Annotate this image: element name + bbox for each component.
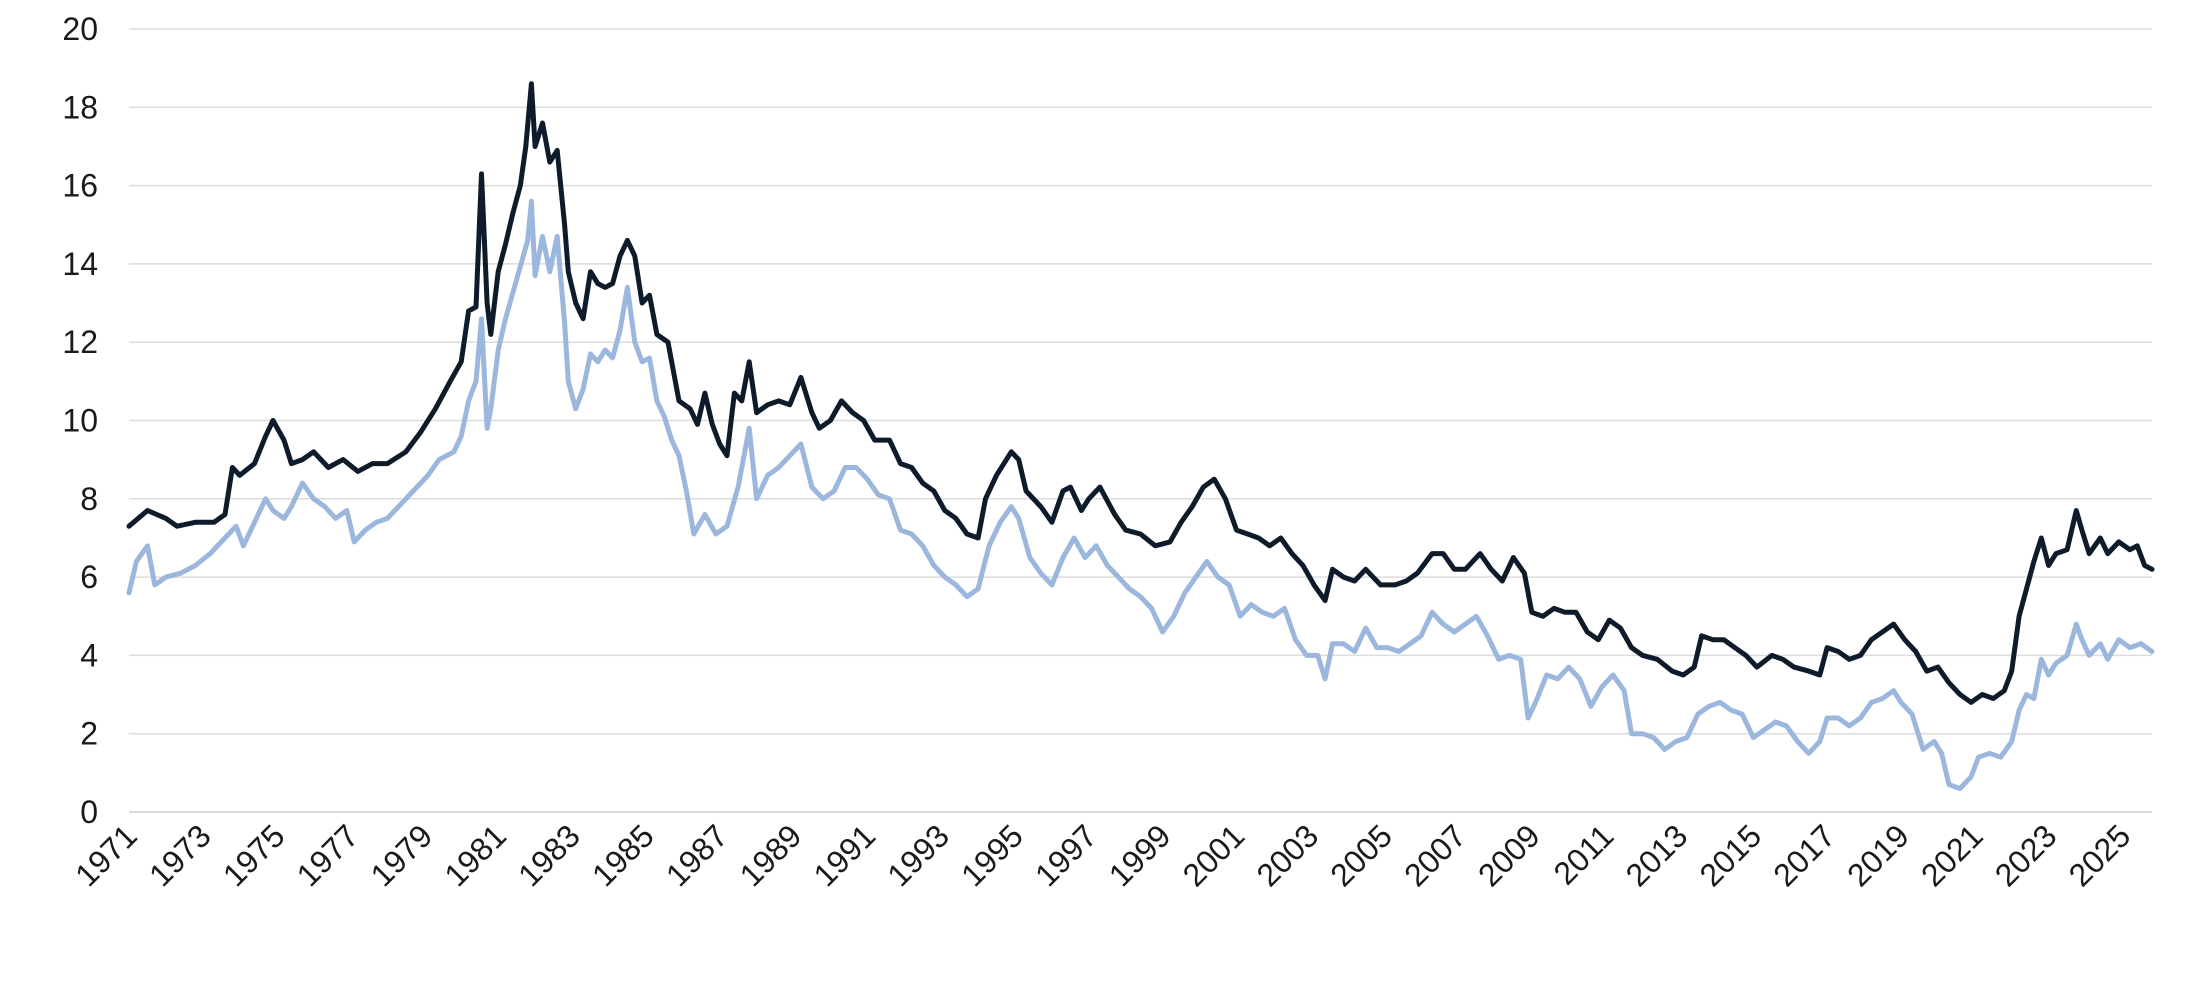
y-tick-label: 6	[80, 559, 98, 595]
y-tick-label: 12	[62, 324, 98, 360]
x-tick-label: 2015	[1692, 817, 1768, 893]
x-tick-label: 2009	[1471, 817, 1547, 893]
x-tick-label: 1989	[733, 817, 809, 893]
x-tick-label: 1995	[954, 817, 1030, 893]
y-tick-label: 14	[62, 246, 98, 282]
x-tick-label: 2001	[1176, 817, 1252, 893]
x-tick-label: 2017	[1766, 817, 1842, 893]
y-tick-label: 16	[62, 168, 98, 204]
x-tick-label: 1979	[363, 817, 439, 893]
x-tick-label: 1987	[659, 817, 735, 893]
x-tick-label: 2007	[1397, 817, 1473, 893]
x-tick-label: 1973	[142, 817, 218, 893]
x-tick-label: 1991	[806, 817, 882, 893]
y-tick-label: 18	[62, 89, 98, 125]
x-tick-label: 1993	[880, 817, 956, 893]
x-tick-label: 2021	[1914, 817, 1990, 893]
x-tick-label: 2005	[1323, 817, 1399, 893]
y-tick-label: 4	[80, 637, 98, 673]
x-tick-label: 1981	[437, 817, 513, 893]
x-tick-label: 2013	[1619, 817, 1695, 893]
y-tick-label: 2	[80, 716, 98, 752]
x-tick-label: 2011	[1546, 817, 1620, 891]
x-tick-label: 2003	[1249, 817, 1325, 893]
y-tick-label: 8	[80, 481, 98, 517]
x-tick-label: 1977	[290, 817, 366, 893]
y-tick-label: 0	[80, 794, 98, 830]
x-tick-label: 1983	[511, 817, 587, 893]
x-tick-label: 2025	[2062, 817, 2138, 893]
series-lines	[126, 81, 2155, 791]
x-tick-label: 1975	[216, 817, 292, 893]
gridlines	[129, 28, 2152, 813]
x-tick-label: 2019	[1840, 817, 1916, 893]
y-tick-label: 10	[62, 403, 98, 439]
x-tick-label: 1999	[1102, 817, 1178, 893]
series-line-1	[126, 81, 2155, 705]
x-tick-label: 1985	[585, 817, 661, 893]
x-tick-label: 2023	[1988, 817, 2064, 893]
y-tick-label: 20	[62, 11, 98, 47]
x-axis-tick-labels: 1971197319751977197919811983198519871989…	[68, 817, 2137, 893]
x-tick-label: 1997	[1028, 817, 1104, 893]
series-line-2	[126, 198, 2155, 791]
y-axis-tick-labels: 0 2 4 6 8 10 12 14 16 18 20	[62, 11, 98, 830]
